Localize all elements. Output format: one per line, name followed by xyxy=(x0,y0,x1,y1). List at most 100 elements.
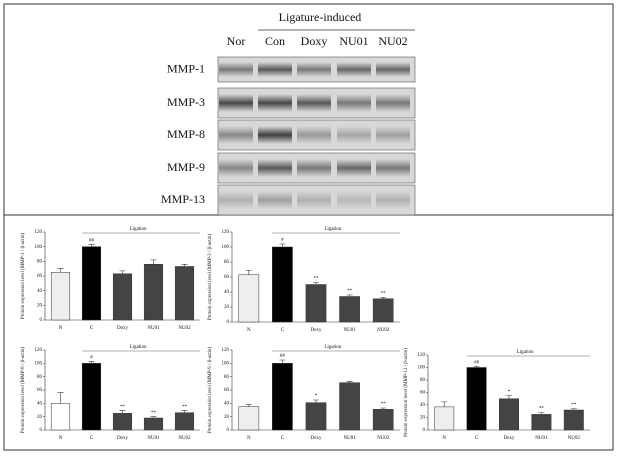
blot-band xyxy=(337,126,371,144)
row-label: MMP-3 xyxy=(167,95,205,109)
x-tick-label: NU02 xyxy=(377,436,390,441)
x-tick-label: Doxy xyxy=(503,436,515,441)
row-label: MMP-9 xyxy=(167,160,205,174)
error-bar xyxy=(506,395,512,399)
error-bar xyxy=(181,263,188,267)
row-label: MMP-8 xyxy=(167,127,205,141)
bar xyxy=(50,272,71,321)
y-axis-label: Protein expression level (MMP-8 / β-acti… xyxy=(21,347,26,434)
blot-band xyxy=(297,159,331,177)
y-tick-label: 40 xyxy=(37,289,43,294)
significance: ## xyxy=(89,239,95,244)
significance: ## xyxy=(280,354,286,359)
x-tick-label: N xyxy=(59,326,63,331)
y-tick-label: 20 xyxy=(224,415,230,420)
bar xyxy=(174,412,195,431)
blot-band xyxy=(258,159,292,177)
x-tick-label: NU01 xyxy=(343,328,356,333)
blot-band xyxy=(258,94,292,112)
bar xyxy=(174,266,195,321)
y-tick-label: 20 xyxy=(37,303,43,308)
blot: Nor Con Doxy NU01 NU02 MMP-1 MMP-3 MMP-8 MMP-9 MM… xyxy=(161,34,416,216)
bar xyxy=(372,409,394,431)
error-bar xyxy=(570,408,577,410)
error-bar xyxy=(380,296,387,299)
bar xyxy=(531,414,552,431)
y-axis-label: Protein expression level (MMP-13 / β-act… xyxy=(404,348,409,437)
blot-band xyxy=(337,159,371,177)
bar xyxy=(563,409,584,431)
error-bar xyxy=(279,243,286,247)
error-bar xyxy=(473,365,480,368)
y-tick-label: 40 xyxy=(420,403,426,408)
bar xyxy=(499,398,519,431)
y-tick-label: 120 xyxy=(222,348,230,353)
group-label: Ligature-induced xyxy=(279,10,362,24)
y-tick-label: 40 xyxy=(37,401,43,406)
blot-band xyxy=(258,62,292,77)
error-bar xyxy=(119,410,126,414)
significance: ** xyxy=(347,289,353,294)
blot-band xyxy=(376,159,410,177)
x-tick-label: NU01 xyxy=(147,326,160,331)
blot-band xyxy=(297,62,331,77)
x-tick-label: C xyxy=(90,436,94,441)
significance: # xyxy=(90,355,93,360)
blot-band xyxy=(297,126,331,144)
y-tick-label: 80 xyxy=(37,375,43,380)
blot-band xyxy=(297,191,331,209)
error-bar xyxy=(88,244,95,247)
y-tick-label: 100 xyxy=(35,361,43,366)
y-tick-label: 20 xyxy=(420,416,426,421)
error-bar xyxy=(346,294,353,297)
blot-band xyxy=(337,94,371,112)
x-tick-label: C xyxy=(475,436,479,441)
lane-label: Doxy xyxy=(301,34,328,48)
x-tick-label: NU02 xyxy=(178,326,191,331)
error-bar xyxy=(538,412,545,415)
bar-chart: 0 20 40 60 80 100 120 Protein expression level … xyxy=(21,345,200,441)
blot-band xyxy=(376,126,410,144)
y-tick-label: 0 xyxy=(227,320,230,325)
blot-band xyxy=(258,126,292,144)
significance: ** xyxy=(151,411,157,416)
y-tick-label: 80 xyxy=(420,378,426,383)
bar xyxy=(112,413,133,431)
y-tick-label: 80 xyxy=(224,260,230,265)
significance: ** xyxy=(314,276,320,281)
error-bar xyxy=(313,281,319,285)
error-bar xyxy=(279,359,286,364)
x-tick-label: C xyxy=(281,436,285,441)
blot-band xyxy=(219,62,253,77)
y-tick-label: 40 xyxy=(224,401,230,406)
error-bar xyxy=(313,399,319,403)
lane-label: Nor xyxy=(227,34,246,48)
row-label: MMP-1 xyxy=(167,61,205,75)
error-bar xyxy=(181,410,188,413)
error-bar xyxy=(150,259,157,265)
bar-chart: 0 20 40 60 80 100 120 Protein expression level … xyxy=(21,227,200,331)
blot-band xyxy=(219,191,253,209)
x-tick-label: N xyxy=(247,328,251,333)
blot-band xyxy=(337,191,371,209)
row-label: MMP-13 xyxy=(161,192,205,206)
error-bar xyxy=(57,392,64,404)
significance: ** xyxy=(539,407,545,412)
y-tick-label: 120 xyxy=(222,230,230,235)
x-tick-label: N xyxy=(247,436,251,441)
bar xyxy=(305,402,327,431)
y-tick-label: 100 xyxy=(222,361,230,366)
bar xyxy=(238,274,260,323)
blot-band xyxy=(258,191,292,209)
bar xyxy=(434,406,455,431)
chart-title: Ligation xyxy=(130,227,147,232)
blot-band xyxy=(376,62,410,77)
y-tick-label: 120 xyxy=(418,353,426,358)
error-bar xyxy=(57,268,64,273)
error-bar xyxy=(245,404,252,407)
y-tick-label: 0 xyxy=(227,428,230,433)
y-tick-label: 60 xyxy=(224,388,230,393)
y-tick-label: 100 xyxy=(35,245,43,250)
bar xyxy=(81,363,102,431)
